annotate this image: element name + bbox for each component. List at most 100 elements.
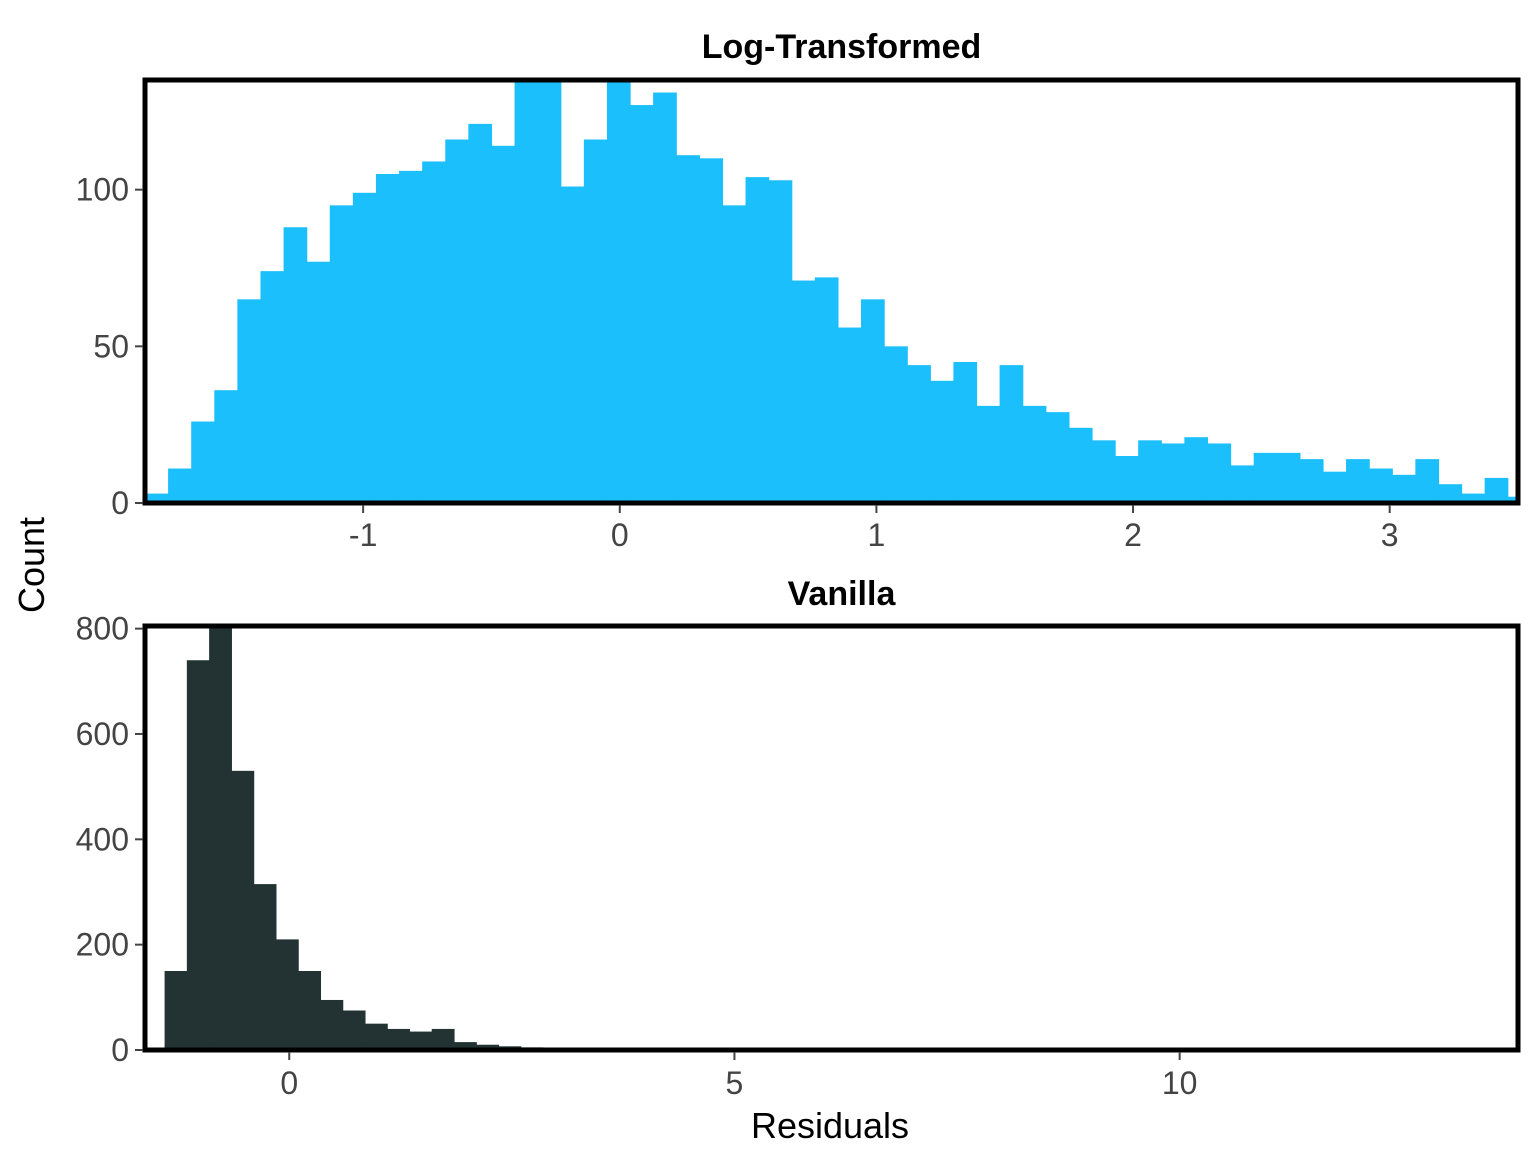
histogram-bar [537,80,562,503]
histogram-bar [930,380,954,503]
histogram-bar [1438,484,1463,503]
histogram-bar [976,405,1001,503]
histogram-bar [1415,459,1440,503]
histogram-bar [583,139,608,503]
histogram-bar [699,158,724,503]
panel-title: Log-Transformed [702,28,982,66]
histogram-bar [320,999,344,1050]
histogram-bar [1115,456,1139,503]
histogram-bar [1276,452,1301,503]
histogram-bar [1230,465,1255,503]
x-tick-label: 1 [868,517,886,553]
histogram-bar [209,626,232,1050]
x-tick-label: 0 [611,517,629,553]
histogram-bar [231,770,255,1050]
histogram-bar [375,174,400,503]
histogram-bar [387,1028,411,1050]
histogram-bar [1161,443,1185,503]
histogram-bar [630,105,654,503]
histogram-bar [453,1042,477,1050]
y-axis-title: Count [11,517,52,613]
histogram-bar [999,365,1024,503]
histogram-bar [1207,443,1232,503]
histogram-bar [431,1028,455,1050]
x-tick-label: 3 [1381,517,1399,553]
y-tick-label: 200 [76,927,129,963]
histogram-bar [907,365,931,503]
histogram-bar [1507,496,1518,503]
histogram-bar [560,186,585,503]
histogram-bar [445,139,469,503]
panel-0: Log-Transformed -1 0 1 2 3 0 50 100 [76,28,1521,553]
histogram-bar [409,1031,433,1050]
histogram-bar [191,421,215,503]
y-tick-label: 400 [76,821,129,857]
histogram-bar [253,884,277,1050]
histogram-bar [275,939,299,1050]
x-axis-title: Residuals [751,1105,909,1146]
histogram-bar [476,1044,500,1050]
histogram-bar [342,1010,366,1050]
histogram-bar [1369,468,1393,503]
histogram-bar [260,271,285,503]
y-tick-label: 50 [93,328,129,364]
histogram-bar [237,299,262,503]
histogram-bar [1138,440,1162,503]
panel-frame [142,77,1521,506]
y-tick-label: 600 [76,716,129,752]
histogram-bar [514,80,539,503]
histogram-bar [676,155,700,503]
x-tick-label: -1 [349,517,377,553]
histogram-bar [1346,459,1370,503]
histogram-bar [186,660,210,1050]
histogram-bar [837,327,862,503]
x-tick-label: 0 [280,1065,298,1101]
histogram-bar [168,468,192,503]
histogram-bar [861,299,885,503]
histogram-bar [1299,459,1324,503]
histogram-bar [768,180,793,503]
histogram-bar [1068,427,1093,503]
bars-group [145,80,1518,503]
histogram-bar [298,970,322,1050]
histogram-bar [1091,440,1116,503]
histogram-bar [606,80,631,503]
histogram-bar [1392,474,1416,503]
histogram-bar [953,362,978,503]
histogram-bar [422,161,446,503]
histogram-bar [1184,437,1209,503]
x-tick-label: 2 [1124,517,1142,553]
histogram-bar [1022,405,1047,503]
histogram-bar [352,192,377,503]
panel-frame [142,623,1521,1053]
y-tick-label: 0 [111,485,129,521]
y-tick-label: 100 [76,172,129,208]
x-tick-label: 10 [1162,1065,1198,1101]
histogram-bar [884,346,908,503]
histogram-bar [653,92,677,503]
bars-group [164,626,1457,1050]
histogram-bar [491,145,516,503]
x-tick-label: 5 [726,1065,744,1101]
histogram-bar [1322,471,1347,503]
histogram-bar [468,123,493,503]
y-tick-label: 800 [76,611,129,647]
histogram-bar [791,280,816,503]
histogram-bar [1253,452,1278,503]
histogram-bar [145,493,169,503]
histogram-bar [364,1023,388,1050]
histogram-bar [306,261,331,503]
histogram-bar [722,205,747,503]
histogram-bar [814,277,839,503]
histogram-bar [399,170,423,503]
histogram-bar [214,390,238,503]
histogram-bar [283,227,308,503]
histogram-bar [1484,477,1509,503]
histogram-bar [745,177,770,503]
histogram-bar [1045,412,1070,503]
histogram-bar [164,970,188,1050]
histogram-bar [329,205,354,503]
panel-title: Vanilla [788,575,897,613]
